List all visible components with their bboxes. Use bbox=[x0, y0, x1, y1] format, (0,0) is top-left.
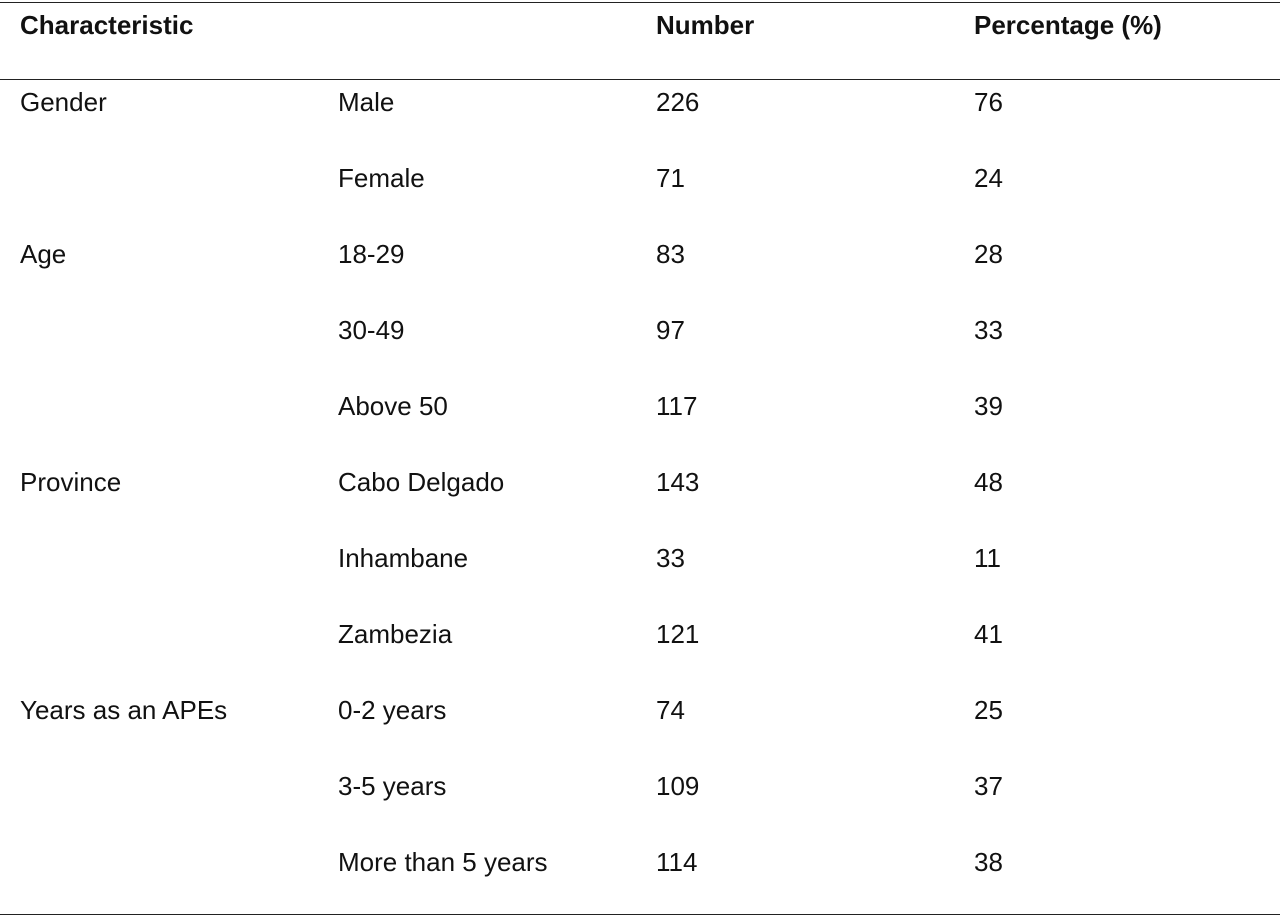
cell-characteristic bbox=[0, 839, 338, 915]
cell-number: 97 bbox=[656, 315, 685, 345]
table-top-rule bbox=[0, 2, 1280, 3]
cell-characteristic bbox=[0, 535, 338, 611]
cell-percentage: 33 bbox=[974, 315, 1003, 345]
cell-subcategory: Zambezia bbox=[338, 619, 453, 649]
table-row: Age 18-29 83 28 bbox=[0, 231, 1280, 307]
cell-characteristic bbox=[0, 763, 338, 839]
cell-percentage: 41 bbox=[974, 619, 1003, 649]
cell-percentage: 37 bbox=[974, 771, 1003, 801]
table-row: Female 71 24 bbox=[0, 155, 1280, 231]
cell-percentage: 24 bbox=[974, 163, 1003, 193]
cell-characteristic: Gender bbox=[20, 87, 107, 117]
table-bottom-rule bbox=[0, 914, 1280, 915]
table-header: Characteristic Number Percentage (%) bbox=[0, 0, 1280, 79]
cell-number: 117 bbox=[656, 391, 698, 421]
cell-percentage: 48 bbox=[974, 467, 1003, 497]
header-subcategory bbox=[338, 0, 656, 79]
table-row: 3-5 years 109 37 bbox=[0, 763, 1280, 839]
cell-subcategory: Male bbox=[338, 87, 395, 117]
header-characteristic: Characteristic bbox=[20, 10, 194, 40]
header-percentage: Percentage (%) bbox=[974, 10, 1162, 40]
cell-subcategory: More than 5 years bbox=[338, 847, 548, 877]
cell-subcategory: 30-49 bbox=[338, 315, 405, 345]
table-body: Gender Male 226 76 Female 71 24 Age 18-29 83 28 30-… bbox=[0, 79, 1280, 915]
cell-characteristic bbox=[0, 383, 338, 459]
table-row: Zambezia 121 41 bbox=[0, 611, 1280, 687]
cell-number: 83 bbox=[656, 239, 685, 269]
cell-percentage: 25 bbox=[974, 695, 1003, 725]
table-row: Above 50 117 39 bbox=[0, 383, 1280, 459]
cell-number: 109 bbox=[656, 771, 700, 801]
cell-subcategory: 0-2 years bbox=[338, 695, 447, 725]
cell-number: 114 bbox=[656, 847, 698, 877]
cell-number: 74 bbox=[656, 695, 685, 725]
cell-characteristic bbox=[0, 307, 338, 383]
table-row: Inhambane 33 11 bbox=[0, 535, 1280, 611]
cell-subcategory: 3-5 years bbox=[338, 771, 447, 801]
table-row: More than 5 years 114 38 bbox=[0, 839, 1280, 915]
cell-number: 71 bbox=[656, 163, 685, 193]
header-row: Characteristic Number Percentage (%) bbox=[0, 0, 1280, 79]
table-row: Gender Male 226 76 bbox=[0, 79, 1280, 155]
table-header-rule bbox=[0, 79, 1280, 80]
cell-number: 121 bbox=[656, 619, 700, 649]
cell-subcategory: Female bbox=[338, 163, 425, 193]
cell-characteristic: Province bbox=[20, 467, 122, 497]
cell-percentage: 28 bbox=[974, 239, 1003, 269]
table-row: Years as an APEs 0-2 years 74 25 bbox=[0, 687, 1280, 763]
cell-subcategory: 18-29 bbox=[338, 239, 405, 269]
cell-subcategory: Cabo Delgado bbox=[338, 467, 505, 497]
cell-percentage: 38 bbox=[974, 847, 1003, 877]
cell-characteristic: Years as an APEs bbox=[20, 695, 228, 725]
table-row: 30-49 97 33 bbox=[0, 307, 1280, 383]
cell-percentage: 76 bbox=[974, 87, 1003, 117]
header-number: Number bbox=[656, 10, 755, 40]
table-row: Province Cabo Delgado 143 48 bbox=[0, 459, 1280, 535]
cell-number: 143 bbox=[656, 467, 700, 497]
cell-characteristic: Age bbox=[20, 239, 67, 269]
cell-subcategory: Inhambane bbox=[338, 543, 469, 573]
cell-number: 226 bbox=[656, 87, 700, 117]
cell-number: 33 bbox=[656, 543, 685, 573]
cell-subcategory: Above 50 bbox=[338, 391, 448, 421]
cell-characteristic bbox=[0, 155, 338, 231]
cell-characteristic bbox=[0, 611, 338, 687]
cell-percentage: 11 bbox=[974, 543, 1001, 573]
cell-percentage: 39 bbox=[974, 391, 1003, 421]
